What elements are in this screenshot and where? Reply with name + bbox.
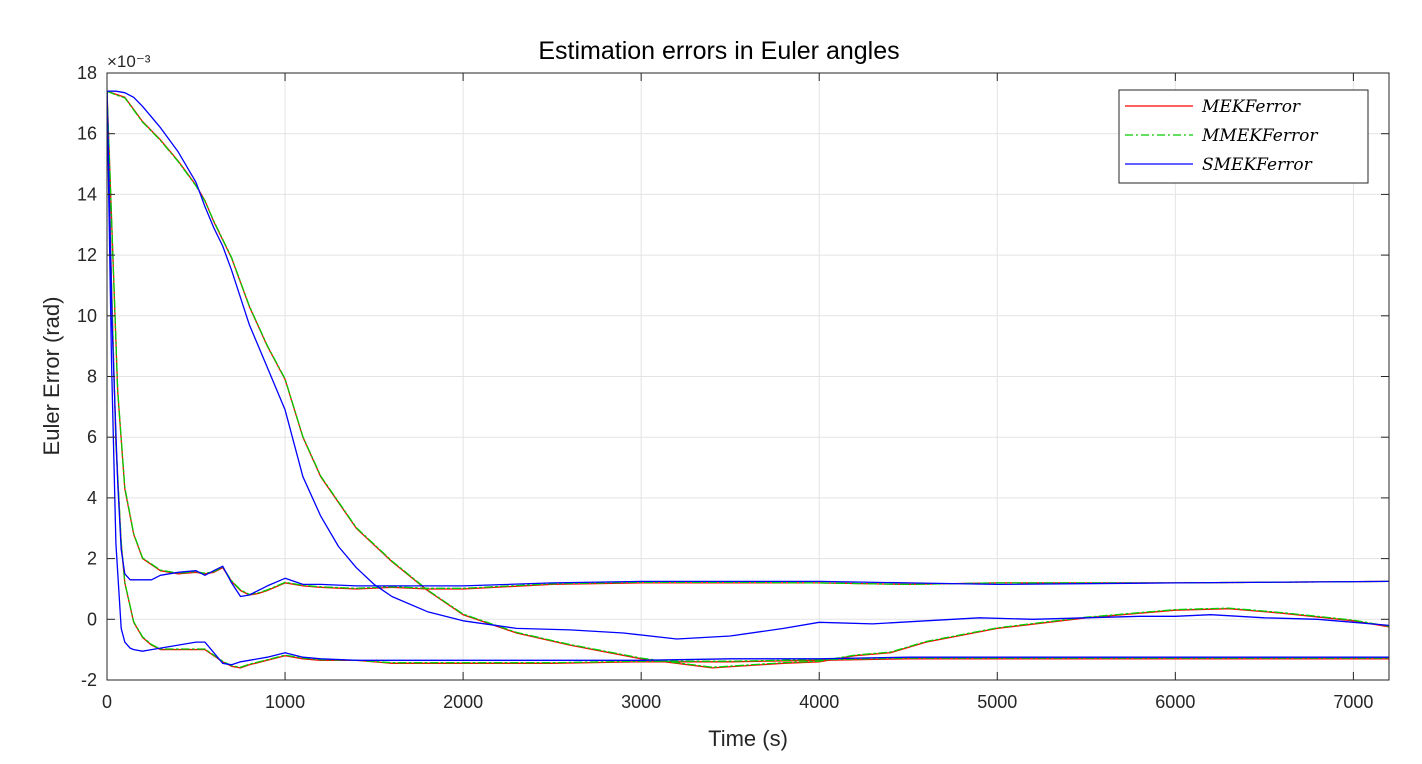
x-tick-label: 7000 [1333,692,1373,712]
y-tick-label: 16 [77,124,97,144]
y-tick-label: 12 [77,245,97,265]
x-axis-label: Time (s) [708,726,788,751]
series-line-mmekf-2 [107,90,1389,596]
series-line-mmekf-3 [107,90,1389,668]
series-line-smekf-3 [107,90,1389,666]
y-tick-labels: -2 0 2 4 6 8 10 12 14 16 18 [77,63,97,690]
y-tick-label: 14 [77,184,97,204]
legend-label-mekf: MEKFerror [1201,97,1301,117]
x-tick-label: 2000 [443,692,483,712]
y-tick-label: 0 [87,609,97,629]
y-axis-label: Euler Error (rad) [39,297,64,456]
y-tick-label: 18 [77,63,97,83]
y-tick-label: 8 [87,367,97,387]
x-tick-label: 5000 [977,692,1017,712]
grid [107,73,1389,680]
y-tick-label: -2 [81,670,97,690]
x-tick-labels: 0 1000 2000 3000 4000 5000 6000 7000 [102,692,1373,712]
y-tick-label: 4 [87,488,97,508]
x-tick-label: 3000 [621,692,661,712]
series-layer [107,90,1389,669]
y-tick-label: 6 [87,427,97,447]
series-line-smekf-2 [107,90,1389,598]
legend-label-smekf: SMEKFerror [1202,155,1313,175]
x-tick-label: 0 [102,692,112,712]
y-tick-label: 2 [87,549,97,569]
y-exponent-label: ×10⁻³ [107,52,151,71]
chart-title: Estimation errors in Euler angles [538,37,899,65]
ticks [106,72,1389,681]
series-line-smekf-1 [107,90,1389,640]
x-tick-label: 1000 [265,692,305,712]
y-tick-label: 10 [77,306,97,326]
series-line-mmekf-1 [107,90,1389,668]
legend: MEKFerror MMEKFerror SMEKFerror [1118,89,1369,184]
x-tick-label: 6000 [1155,692,1195,712]
legend-label-mmekf: MMEKFerror [1201,126,1318,146]
x-tick-label: 4000 [799,692,839,712]
